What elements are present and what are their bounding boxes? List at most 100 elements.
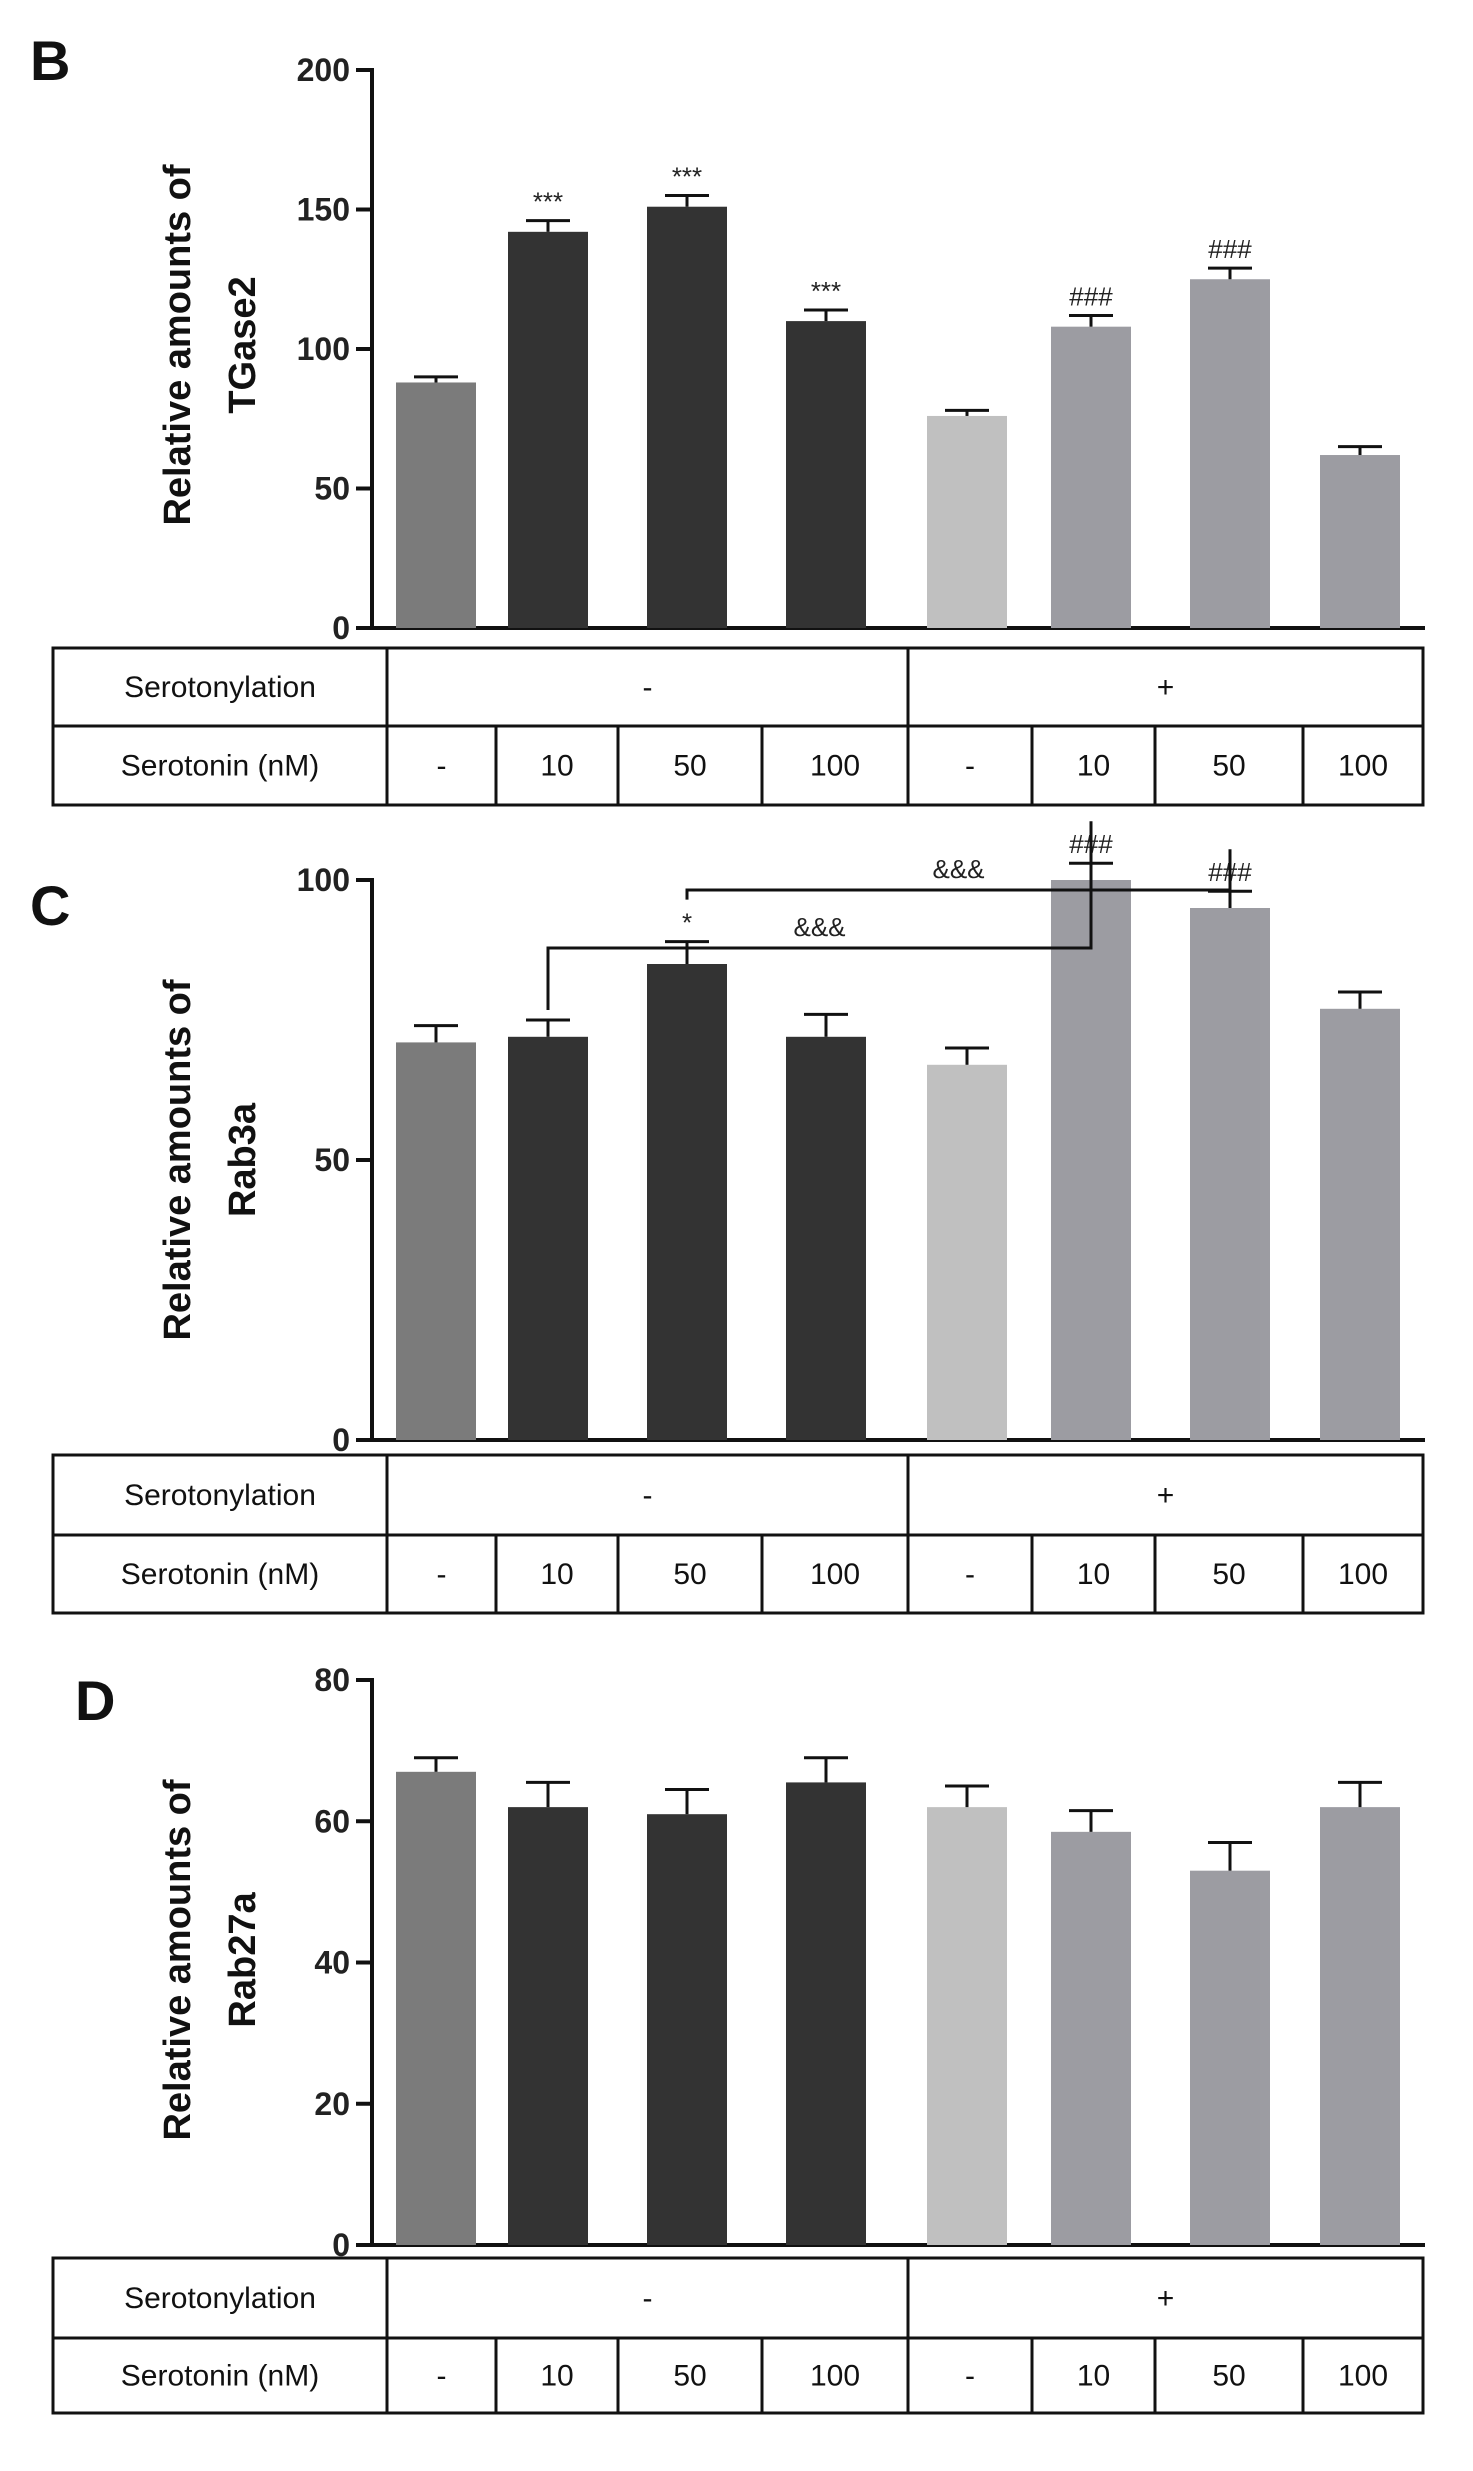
- table-group-label: +: [1157, 2282, 1175, 2315]
- y-tick-label: 150: [297, 192, 350, 228]
- comparison-label: &&&: [932, 854, 984, 884]
- bar: [786, 1782, 866, 2245]
- y-axis-title-line: Relative amounts of: [157, 164, 199, 525]
- bar: [927, 1807, 1007, 2245]
- table-concentration-cell: -: [437, 750, 447, 783]
- table-group-label: +: [1157, 671, 1175, 704]
- y-axis-title-line: Rab3a: [222, 1102, 264, 1217]
- table-concentration-cell: 10: [1077, 750, 1110, 783]
- table-concentration-cell: 10: [1077, 2360, 1110, 2393]
- table-row-label: Serotonylation: [124, 671, 316, 704]
- table-row-label: Serotonin (nM): [121, 2360, 319, 2393]
- bar: [647, 1814, 727, 2245]
- table-concentration-cell: 100: [810, 2360, 860, 2393]
- y-axis-title-line: Relative amounts of: [157, 979, 199, 1340]
- table-concentration-cell: 100: [1338, 2360, 1388, 2393]
- y-tick-label: 50: [314, 1142, 350, 1178]
- table-group-label: -: [643, 1479, 653, 1512]
- bar: [1051, 326, 1131, 628]
- table-concentration-cell: 100: [1338, 750, 1388, 783]
- y-tick-label: 60: [314, 1803, 350, 1839]
- comparison-bracket: [685, 849, 1232, 900]
- significance-label: ***: [672, 162, 702, 192]
- condition-table: Serotonylation Serotonin (nM) - + - 10 50 100 - 1…: [51, 1453, 1425, 1615]
- table-group-label: +: [1157, 1479, 1175, 1512]
- y-tick-label: 0: [332, 1422, 350, 1458]
- panel-letter: D: [75, 1669, 115, 1732]
- panel-letter: B: [30, 29, 70, 92]
- comparison-bracket: [546, 821, 1093, 1010]
- table-concentration-cell: 50: [673, 2360, 706, 2393]
- bar: [1190, 279, 1270, 628]
- bar: [786, 1036, 866, 1440]
- significance-label: ***: [811, 276, 841, 306]
- y-tick-label: 50: [314, 471, 350, 507]
- table-border: [51, 2256, 1425, 2415]
- panel-b: B Relative amounts of TGase2 0 50 100 150 200 **…: [30, 29, 1425, 807]
- bar: [508, 1807, 588, 2245]
- table-concentration-cell: 50: [1212, 1558, 1245, 1591]
- table-concentration-cell: -: [437, 1558, 447, 1591]
- y-axis-title-line: Relative amounts of: [157, 1779, 199, 2140]
- bar: [396, 382, 476, 628]
- bar: [1190, 1870, 1270, 2245]
- condition-table: Serotonylation Serotonin (nM) - + - 10 50 100 - 1…: [51, 646, 1425, 807]
- table-concentration-cell: 50: [1212, 2360, 1245, 2393]
- bar: [647, 206, 727, 628]
- bar: [927, 1064, 1007, 1440]
- y-tick-label: 100: [297, 862, 350, 898]
- bar: [396, 1042, 476, 1440]
- table-group-label: -: [643, 671, 653, 704]
- table-concentration-cell: 10: [540, 1558, 573, 1591]
- comparison-label: &&&: [793, 912, 845, 942]
- table-concentration-cell: 50: [1212, 750, 1245, 783]
- y-tick-label: 40: [314, 1945, 350, 1981]
- bar: [786, 321, 866, 628]
- bar: [1051, 880, 1131, 1440]
- bar: [396, 1771, 476, 2245]
- significance-label: ***: [533, 187, 563, 217]
- y-axis-title-line: Rab27a: [222, 1892, 264, 2028]
- bar: [508, 231, 588, 628]
- bar: [1320, 1807, 1400, 2245]
- y-axis-title-line: TGase2: [222, 276, 264, 413]
- y-tick-label: 0: [332, 610, 350, 646]
- bar: [1320, 1008, 1400, 1440]
- table-concentration-cell: 100: [1338, 1558, 1388, 1591]
- y-axis-title: Relative amounts of Rab3a: [157, 979, 264, 1340]
- bar: [927, 415, 1007, 628]
- table-group-label: -: [643, 2282, 653, 2315]
- table-concentration-cell: 10: [540, 750, 573, 783]
- bar: [508, 1036, 588, 1440]
- table-concentration-cell: -: [965, 1558, 975, 1591]
- y-axis-title: Relative amounts of Rab27a: [157, 1779, 264, 2140]
- y-tick-label: 0: [332, 2227, 350, 2263]
- table-row-label: Serotonin (nM): [121, 750, 319, 783]
- condition-table: Serotonylation Serotonin (nM) - + - 10 50 100 - 1…: [51, 2256, 1425, 2415]
- bar: [1051, 1831, 1131, 2245]
- table-concentration-cell: 50: [673, 1558, 706, 1591]
- table-concentration-cell: 100: [810, 750, 860, 783]
- significance-label: *: [682, 908, 692, 938]
- table-concentration-cell: 10: [540, 2360, 573, 2393]
- panel-letter: C: [30, 874, 70, 937]
- y-axis-title: Relative amounts of TGase2: [157, 164, 264, 525]
- table-concentration-cell: 50: [673, 750, 706, 783]
- table-concentration-cell: -: [437, 2360, 447, 2393]
- table-concentration-cell: 100: [810, 1558, 860, 1591]
- table-row-label: Serotonylation: [124, 1479, 316, 1512]
- bar: [647, 964, 727, 1440]
- y-tick-label: 200: [297, 52, 350, 88]
- table-row-label: Serotonylation: [124, 2282, 316, 2315]
- table-concentration-cell: 10: [1077, 1558, 1110, 1591]
- panel-d: D Relative amounts of Rab27a 0 20 40 60 80 Serot…: [51, 1662, 1425, 2415]
- y-tick-label: 20: [314, 2086, 350, 2122]
- y-tick-label: 80: [314, 1662, 350, 1698]
- significance-label: ###: [1069, 282, 1113, 312]
- table-concentration-cell: -: [965, 750, 975, 783]
- bar: [1190, 908, 1270, 1440]
- table-row-label: Serotonin (nM): [121, 1558, 319, 1591]
- bar: [1320, 455, 1400, 628]
- table-concentration-cell: -: [965, 2360, 975, 2393]
